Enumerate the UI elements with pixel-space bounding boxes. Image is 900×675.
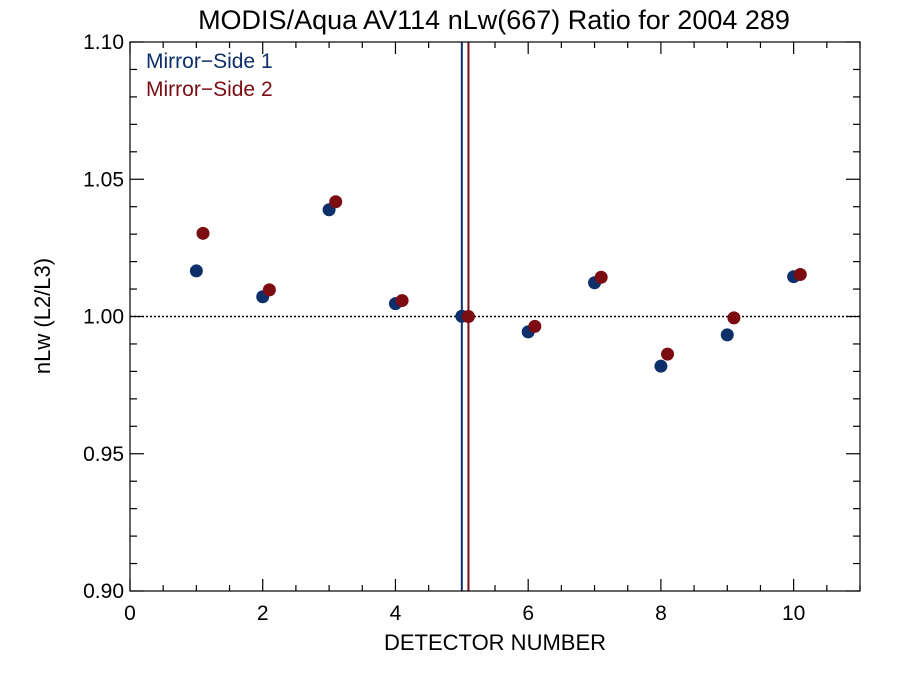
point-series-2 bbox=[329, 195, 343, 209]
legend-entry-mirror-side-1: Mirror−Side 1 bbox=[146, 50, 273, 73]
point-series-2 bbox=[793, 268, 807, 282]
x-tick-label: 2 bbox=[257, 602, 269, 625]
x-tick-label: 4 bbox=[390, 602, 402, 625]
y-tick-label: 1.00 bbox=[83, 306, 124, 329]
y-tick-label: 0.90 bbox=[83, 580, 124, 603]
point-series-1 bbox=[720, 328, 734, 342]
y-axis-label: nLw (L2/L3) bbox=[30, 258, 55, 374]
plot-frame bbox=[129, 41, 861, 592]
y-tick-label: 1.10 bbox=[83, 31, 124, 54]
point-series-2 bbox=[262, 283, 276, 297]
point-series-1 bbox=[654, 359, 668, 373]
reference-lines bbox=[130, 42, 860, 591]
point-series-2 bbox=[594, 270, 608, 284]
x-tick-label: 6 bbox=[522, 602, 534, 625]
x-tick-label: 10 bbox=[782, 602, 805, 625]
x-axis-label: DETECTOR NUMBER bbox=[384, 630, 606, 655]
x-tick-label: 0 bbox=[124, 602, 136, 625]
point-series-2 bbox=[461, 310, 475, 323]
y-tick-label: 1.05 bbox=[83, 168, 124, 191]
point-series-1 bbox=[189, 264, 203, 278]
data-points bbox=[189, 195, 807, 373]
x-tick-label: 8 bbox=[655, 602, 667, 625]
point-series-2 bbox=[727, 311, 741, 325]
point-series-2 bbox=[196, 226, 210, 240]
legend-entry-mirror-side-2: Mirror−Side 2 bbox=[146, 78, 273, 101]
chart-title: MODIS/Aqua AV114 nLw(667) Ratio for 2004… bbox=[198, 5, 790, 35]
y-tick-label: 0.95 bbox=[83, 443, 124, 466]
point-series-2 bbox=[395, 294, 409, 308]
point-series-2 bbox=[528, 319, 542, 333]
legend: Mirror−Side 1 Mirror−Side 2 bbox=[146, 50, 273, 101]
tick-labels: 0 2 4 6 8 10 0.90 0.95 1.00 1.05 1.10 bbox=[83, 31, 805, 625]
point-series-2 bbox=[661, 347, 675, 361]
